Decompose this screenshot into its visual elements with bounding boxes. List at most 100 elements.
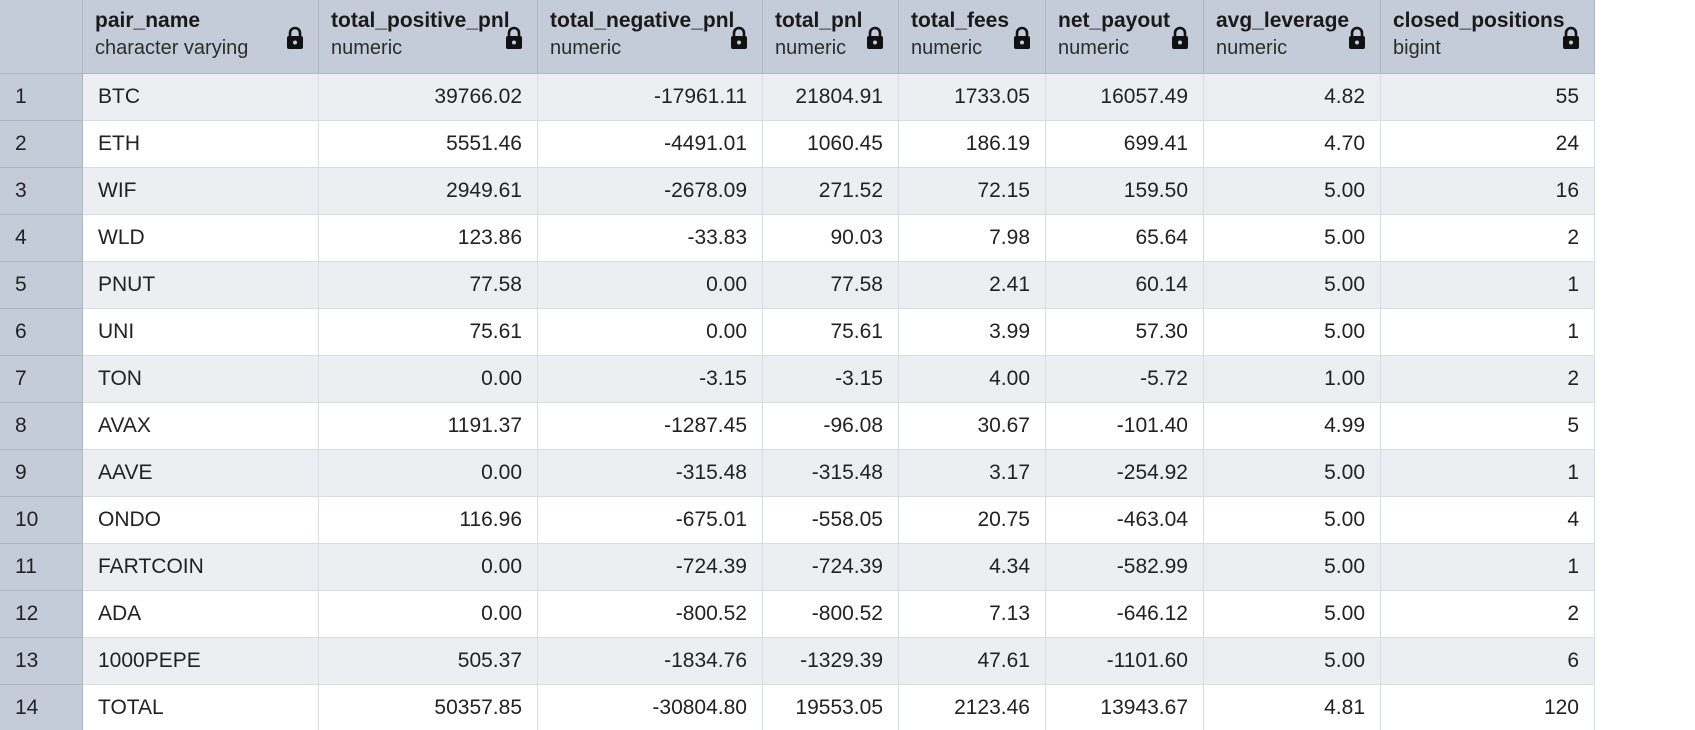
cell-avg-leverage[interactable]: 5.00 bbox=[1204, 638, 1381, 685]
cell-closed-positions[interactable]: 1 bbox=[1381, 544, 1595, 591]
cell-total-pnl[interactable]: -3.15 bbox=[763, 356, 899, 403]
cell-net-payout[interactable]: 60.14 bbox=[1046, 262, 1204, 309]
cell-pair-name[interactable]: FARTCOIN bbox=[83, 544, 319, 591]
cell-total-positive-pnl[interactable]: 77.58 bbox=[319, 262, 538, 309]
cell-total-fees[interactable]: 72.15 bbox=[899, 168, 1046, 215]
cell-total-pnl[interactable]: -724.39 bbox=[763, 544, 899, 591]
cell-total-fees[interactable]: 47.61 bbox=[899, 638, 1046, 685]
cell-total-fees[interactable]: 186.19 bbox=[899, 121, 1046, 168]
cell-closed-positions[interactable]: 2 bbox=[1381, 591, 1595, 638]
cell-avg-leverage[interactable]: 4.70 bbox=[1204, 121, 1381, 168]
cell-total-pnl[interactable]: -558.05 bbox=[763, 497, 899, 544]
row-number[interactable]: 11 bbox=[0, 544, 83, 591]
cell-total-fees[interactable]: 1733.05 bbox=[899, 74, 1046, 121]
cell-closed-positions[interactable]: 4 bbox=[1381, 497, 1595, 544]
row-number[interactable]: 5 bbox=[0, 262, 83, 309]
cell-pair-name[interactable]: TOTAL bbox=[83, 685, 319, 730]
cell-net-payout[interactable]: -5.72 bbox=[1046, 356, 1204, 403]
select-all-corner[interactable] bbox=[0, 0, 83, 74]
cell-total-positive-pnl[interactable]: 0.00 bbox=[319, 591, 538, 638]
cell-avg-leverage[interactable]: 5.00 bbox=[1204, 262, 1381, 309]
cell-total-negative-pnl[interactable]: -3.15 bbox=[538, 356, 763, 403]
cell-pair-name[interactable]: ADA bbox=[83, 591, 319, 638]
cell-total-negative-pnl[interactable]: -724.39 bbox=[538, 544, 763, 591]
cell-pair-name[interactable]: TON bbox=[83, 356, 319, 403]
cell-total-fees[interactable]: 7.98 bbox=[899, 215, 1046, 262]
cell-total-pnl[interactable]: 1060.45 bbox=[763, 121, 899, 168]
row-number[interactable]: 10 bbox=[0, 497, 83, 544]
cell-total-pnl[interactable]: 19553.05 bbox=[763, 685, 899, 730]
cell-pair-name[interactable]: WIF bbox=[83, 168, 319, 215]
cell-total-positive-pnl[interactable]: 0.00 bbox=[319, 450, 538, 497]
cell-total-fees[interactable]: 2.41 bbox=[899, 262, 1046, 309]
cell-total-positive-pnl[interactable]: 39766.02 bbox=[319, 74, 538, 121]
cell-closed-positions[interactable]: 24 bbox=[1381, 121, 1595, 168]
cell-total-pnl[interactable]: 75.61 bbox=[763, 309, 899, 356]
row-number[interactable]: 14 bbox=[0, 685, 83, 730]
cell-net-payout[interactable]: -1101.60 bbox=[1046, 638, 1204, 685]
cell-closed-positions[interactable]: 55 bbox=[1381, 74, 1595, 121]
cell-avg-leverage[interactable]: 5.00 bbox=[1204, 450, 1381, 497]
cell-avg-leverage[interactable]: 5.00 bbox=[1204, 591, 1381, 638]
cell-avg-leverage[interactable]: 5.00 bbox=[1204, 168, 1381, 215]
cell-pair-name[interactable]: WLD bbox=[83, 215, 319, 262]
cell-total-positive-pnl[interactable]: 2949.61 bbox=[319, 168, 538, 215]
column-header-total-negative-pnl[interactable]: total_negative_pnl numeric bbox=[538, 0, 763, 74]
row-number[interactable]: 4 bbox=[0, 215, 83, 262]
row-number[interactable]: 2 bbox=[0, 121, 83, 168]
cell-total-positive-pnl[interactable]: 0.00 bbox=[319, 544, 538, 591]
cell-net-payout[interactable]: 16057.49 bbox=[1046, 74, 1204, 121]
row-number[interactable]: 7 bbox=[0, 356, 83, 403]
cell-pair-name[interactable]: ONDO bbox=[83, 497, 319, 544]
cell-total-pnl[interactable]: -96.08 bbox=[763, 403, 899, 450]
row-number[interactable]: 3 bbox=[0, 168, 83, 215]
cell-total-negative-pnl[interactable]: -33.83 bbox=[538, 215, 763, 262]
cell-total-positive-pnl[interactable]: 505.37 bbox=[319, 638, 538, 685]
cell-avg-leverage[interactable]: 1.00 bbox=[1204, 356, 1381, 403]
cell-total-negative-pnl[interactable]: 0.00 bbox=[538, 309, 763, 356]
cell-total-negative-pnl[interactable]: -315.48 bbox=[538, 450, 763, 497]
cell-total-pnl[interactable]: 77.58 bbox=[763, 262, 899, 309]
cell-pair-name[interactable]: BTC bbox=[83, 74, 319, 121]
cell-total-negative-pnl[interactable]: -2678.09 bbox=[538, 168, 763, 215]
cell-total-pnl[interactable]: -315.48 bbox=[763, 450, 899, 497]
cell-total-negative-pnl[interactable]: -800.52 bbox=[538, 591, 763, 638]
cell-net-payout[interactable]: 57.30 bbox=[1046, 309, 1204, 356]
cell-net-payout[interactable]: -582.99 bbox=[1046, 544, 1204, 591]
cell-total-negative-pnl[interactable]: -675.01 bbox=[538, 497, 763, 544]
row-number[interactable]: 12 bbox=[0, 591, 83, 638]
cell-total-positive-pnl[interactable]: 116.96 bbox=[319, 497, 538, 544]
cell-net-payout[interactable]: 65.64 bbox=[1046, 215, 1204, 262]
row-number[interactable]: 13 bbox=[0, 638, 83, 685]
cell-pair-name[interactable]: 1000PEPE bbox=[83, 638, 319, 685]
cell-total-fees[interactable]: 2123.46 bbox=[899, 685, 1046, 730]
cell-avg-leverage[interactable]: 5.00 bbox=[1204, 544, 1381, 591]
cell-total-positive-pnl[interactable]: 0.00 bbox=[319, 356, 538, 403]
column-header-pair-name[interactable]: pair_name character varying bbox=[83, 0, 319, 74]
cell-net-payout[interactable]: -463.04 bbox=[1046, 497, 1204, 544]
cell-closed-positions[interactable]: 6 bbox=[1381, 638, 1595, 685]
cell-total-fees[interactable]: 30.67 bbox=[899, 403, 1046, 450]
cell-net-payout[interactable]: -646.12 bbox=[1046, 591, 1204, 638]
cell-net-payout[interactable]: 159.50 bbox=[1046, 168, 1204, 215]
cell-total-positive-pnl[interactable]: 75.61 bbox=[319, 309, 538, 356]
cell-closed-positions[interactable]: 5 bbox=[1381, 403, 1595, 450]
cell-total-positive-pnl[interactable]: 50357.85 bbox=[319, 685, 538, 730]
column-header-closed-positions[interactable]: closed_positions bigint bbox=[1381, 0, 1595, 74]
cell-closed-positions[interactable]: 1 bbox=[1381, 309, 1595, 356]
cell-total-fees[interactable]: 4.34 bbox=[899, 544, 1046, 591]
cell-net-payout[interactable]: -101.40 bbox=[1046, 403, 1204, 450]
cell-total-negative-pnl[interactable]: 0.00 bbox=[538, 262, 763, 309]
cell-closed-positions[interactable]: 2 bbox=[1381, 215, 1595, 262]
cell-avg-leverage[interactable]: 4.81 bbox=[1204, 685, 1381, 730]
cell-total-negative-pnl[interactable]: -30804.80 bbox=[538, 685, 763, 730]
cell-avg-leverage[interactable]: 5.00 bbox=[1204, 497, 1381, 544]
column-header-net-payout[interactable]: net_payout numeric bbox=[1046, 0, 1204, 74]
cell-total-positive-pnl[interactable]: 1191.37 bbox=[319, 403, 538, 450]
cell-total-pnl[interactable]: 21804.91 bbox=[763, 74, 899, 121]
cell-avg-leverage[interactable]: 5.00 bbox=[1204, 309, 1381, 356]
cell-closed-positions[interactable]: 2 bbox=[1381, 356, 1595, 403]
cell-pair-name[interactable]: ETH bbox=[83, 121, 319, 168]
cell-avg-leverage[interactable]: 4.82 bbox=[1204, 74, 1381, 121]
cell-total-fees[interactable]: 4.00 bbox=[899, 356, 1046, 403]
